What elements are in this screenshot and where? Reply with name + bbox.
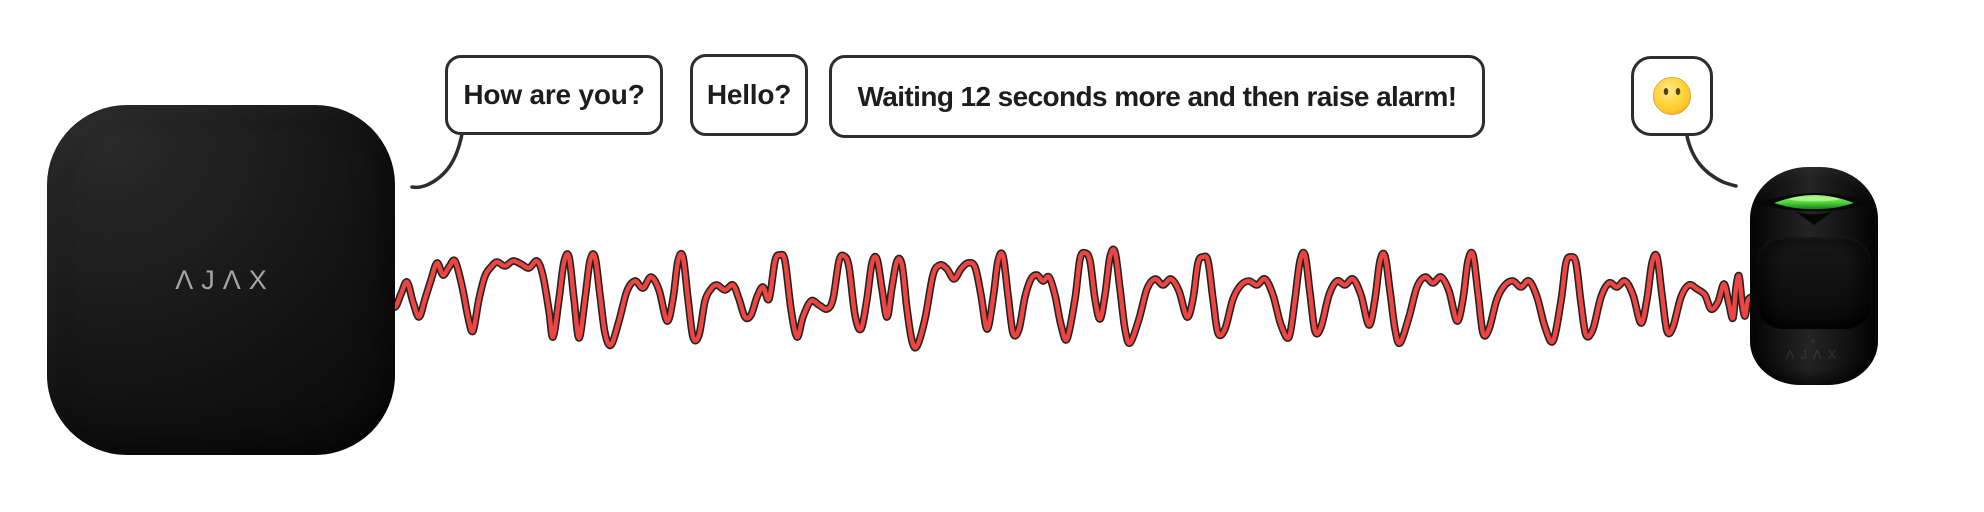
signal-wave-outline	[384, 245, 1758, 352]
led-indicator	[1753, 193, 1875, 225]
ajax-hub-device: ΛJΛX	[47, 105, 395, 455]
emoji-bubble	[1631, 56, 1713, 136]
pir-lens	[1757, 237, 1871, 329]
signal-wave-core	[385, 247, 1757, 350]
bubble-tail-to-detector	[1685, 134, 1738, 188]
face-without-mouth-emoji	[1652, 76, 1692, 116]
motion-detector-device: ΛJΛX	[1750, 167, 1878, 385]
hub-logo: ΛJΛX	[175, 264, 275, 295]
speech-bubble-text: Hello?	[706, 79, 792, 110]
speech-bubble-text: How are you?	[463, 79, 645, 110]
emoji-face	[1652, 76, 1692, 116]
emoji-left-eye	[1663, 88, 1669, 95]
bubble-tail-to-hub	[410, 132, 464, 190]
chevron-down-shadow	[1795, 211, 1833, 225]
detector-logo: ΛJΛX	[1785, 347, 1843, 362]
speech-bubble-hello: Hello?	[690, 54, 808, 136]
speech-bubble-waiting-alarm: Waiting 12 seconds more and then raise a…	[829, 55, 1485, 138]
led-highlight	[1789, 196, 1839, 202]
speech-bubble-how-are-you: How are you?	[445, 55, 663, 135]
microphone-hole	[1811, 339, 1815, 343]
speech-bubble-text: Waiting 12 seconds more and then raise a…	[857, 80, 1457, 112]
emoji-right-eye	[1675, 88, 1681, 95]
